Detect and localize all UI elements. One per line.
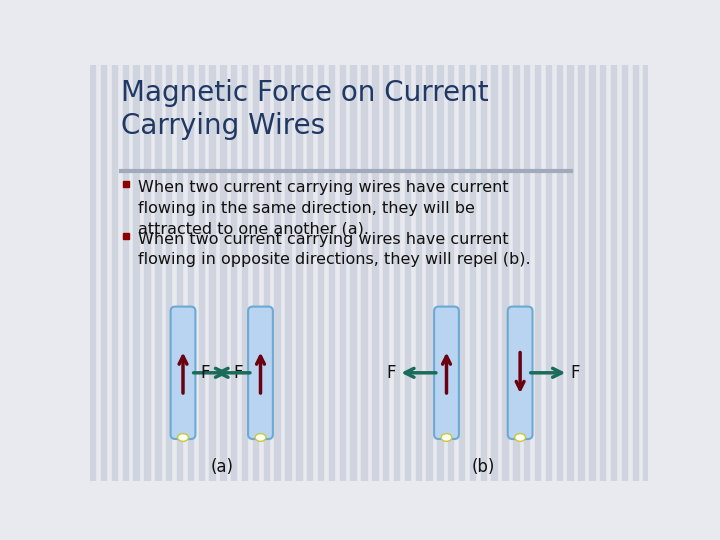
Bar — [112, 65, 117, 481]
Bar — [644, 65, 649, 481]
Bar — [611, 65, 616, 481]
Bar — [122, 233, 129, 239]
Bar — [307, 65, 312, 481]
Bar — [405, 65, 410, 481]
Text: Magnetic Force on Current
Carrying Wires: Magnetic Force on Current Carrying Wires — [121, 79, 489, 140]
Bar — [188, 65, 193, 481]
Text: F: F — [233, 364, 243, 382]
Text: F: F — [201, 364, 210, 382]
Bar — [426, 65, 432, 481]
Bar — [122, 181, 129, 187]
Text: (b): (b) — [472, 457, 495, 476]
Bar — [600, 65, 606, 481]
Bar — [210, 65, 215, 481]
Bar — [557, 65, 562, 481]
Ellipse shape — [255, 434, 266, 441]
Bar — [122, 65, 128, 481]
FancyBboxPatch shape — [171, 307, 195, 439]
Bar — [589, 65, 595, 481]
Bar — [469, 65, 475, 481]
Bar — [231, 65, 236, 481]
Bar — [340, 65, 345, 481]
Bar — [372, 65, 377, 481]
Bar — [492, 65, 497, 481]
Text: When two current carrying wires have current
flowing in the same direction, they: When two current carrying wires have cur… — [138, 180, 508, 236]
Bar — [513, 65, 518, 481]
Bar — [90, 65, 96, 481]
Text: When two current carrying wires have current
flowing in opposite directions, the: When two current carrying wires have cur… — [138, 232, 531, 267]
Bar — [155, 65, 161, 481]
Bar — [177, 65, 182, 481]
Ellipse shape — [178, 434, 189, 441]
Bar — [361, 65, 366, 481]
Bar — [351, 65, 356, 481]
Bar — [274, 65, 280, 481]
Bar — [437, 65, 443, 481]
Bar — [296, 65, 302, 481]
Text: F: F — [570, 364, 580, 382]
Bar — [632, 65, 638, 481]
Bar — [578, 65, 584, 481]
FancyBboxPatch shape — [434, 307, 459, 439]
Bar — [133, 65, 139, 481]
Bar — [546, 65, 551, 481]
Bar — [448, 65, 454, 481]
Bar — [383, 65, 388, 481]
Bar — [394, 65, 399, 481]
Bar — [220, 65, 225, 481]
Bar — [253, 65, 258, 481]
Ellipse shape — [441, 434, 452, 441]
FancyBboxPatch shape — [248, 307, 273, 439]
Text: F: F — [387, 364, 396, 382]
Bar — [621, 65, 627, 481]
Bar — [503, 65, 508, 481]
Bar — [285, 65, 291, 481]
Bar — [166, 65, 171, 481]
Bar — [524, 65, 529, 481]
Bar — [481, 65, 486, 481]
Bar — [415, 65, 421, 481]
Bar — [329, 65, 334, 481]
Ellipse shape — [515, 434, 526, 441]
Bar — [144, 65, 150, 481]
FancyBboxPatch shape — [508, 307, 533, 439]
Bar — [535, 65, 540, 481]
Bar — [318, 65, 323, 481]
Text: (a): (a) — [210, 457, 233, 476]
Bar — [242, 65, 248, 481]
Bar — [101, 65, 107, 481]
Bar — [264, 65, 269, 481]
Bar — [459, 65, 464, 481]
Bar — [199, 65, 204, 481]
Bar — [567, 65, 573, 481]
